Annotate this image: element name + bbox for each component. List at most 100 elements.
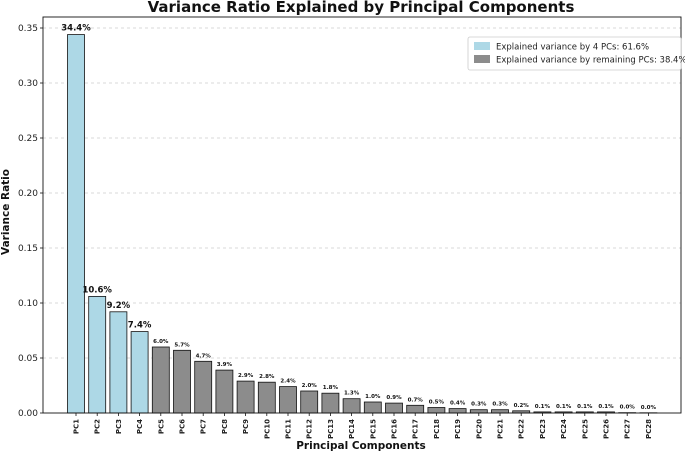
legend: Explained variance by 4 PCs: 61.6% Expla… <box>467 36 685 71</box>
bar-label: 2.4% <box>280 379 296 385</box>
bar-pc11 <box>279 386 297 414</box>
legend-box <box>467 36 682 71</box>
bar-pc6 <box>173 349 191 414</box>
x-tick-label: PC27 <box>624 419 632 439</box>
x-tick-label: PC7 <box>200 419 208 434</box>
bar-label: 0.9% <box>386 395 402 401</box>
bar-pc15 <box>363 401 382 414</box>
legend-entry-remaining: Explained variance by remaining PCs: 38.… <box>496 56 685 66</box>
bar-label: 0.0% <box>620 405 636 411</box>
x-tick-label: PC21 <box>497 419 505 439</box>
x-tick-label: PC11 <box>285 419 293 439</box>
x-axis-ticks: PC1 PC2 PC3 PC4 PC5 PC6 PC7 PC8 PC9 PC10 PC11 PC12 P… <box>73 413 653 439</box>
bar-label: 0.3% <box>471 402 487 408</box>
y-tick-label: 0.20 <box>18 189 38 199</box>
bar-label: 3.9% <box>217 362 233 368</box>
bar-label: 0.4% <box>450 401 466 407</box>
legend-swatch-highlight <box>474 42 490 50</box>
grid-lines <box>43 27 681 359</box>
bar-label: 0.1% <box>556 404 572 410</box>
y-tick-label: 0.05 <box>18 354 38 364</box>
bar-label: 1.8% <box>323 385 339 391</box>
bars <box>67 34 658 414</box>
x-tick-label: PC24 <box>560 419 568 439</box>
bar-label: 0.2% <box>514 403 530 409</box>
x-tick-label: PC25 <box>581 419 589 439</box>
x-tick-label: PC14 <box>348 419 356 439</box>
y-tick-label: 0.35 <box>18 24 38 34</box>
x-tick-label: PC20 <box>475 419 483 439</box>
x-tick-label: PC12 <box>306 419 314 439</box>
bar-label: 0.0% <box>641 405 657 411</box>
bar-label: 4.7% <box>196 353 212 359</box>
bar-pc10 <box>257 381 276 414</box>
x-tick-label: PC3 <box>115 419 123 434</box>
bar-label: 2.8% <box>259 374 275 380</box>
bar-label: 0.7% <box>408 397 424 403</box>
bar-label: 9.2% <box>107 301 131 311</box>
bar-label: 6.0% <box>153 339 169 345</box>
x-tick-label: PC9 <box>242 419 250 434</box>
y-tick-label: 0.10 <box>18 299 38 309</box>
bar-pc12 <box>300 390 319 414</box>
bar-pc7 <box>194 360 213 414</box>
x-tick-label: PC15 <box>369 419 377 439</box>
bar-pc17 <box>406 404 425 414</box>
y-axis-ticks: 0.00 0.05 0.10 0.15 0.20 0.25 0.30 0.35 <box>18 24 43 419</box>
bar-label: 0.5% <box>429 400 445 406</box>
bar-pc1 <box>67 34 85 414</box>
chart-title: Variance Ratio Explained by Principal Co… <box>148 0 575 16</box>
bar-label: 0.1% <box>535 404 551 410</box>
bar-pc16 <box>385 402 403 414</box>
x-tick-label: PC28 <box>645 419 653 439</box>
bar-label: 1.0% <box>365 394 381 400</box>
bar-pc5 <box>151 346 170 414</box>
bar-label: 1.3% <box>344 391 360 397</box>
x-tick-label: PC10 <box>263 419 271 439</box>
x-tick-label: PC19 <box>454 419 462 439</box>
bar-label: 2.0% <box>302 383 318 389</box>
bar-label: 10.6% <box>82 285 112 295</box>
bar-label: 0.3% <box>492 402 508 408</box>
bar-pc9 <box>236 380 255 414</box>
x-tick-label: PC16 <box>391 419 399 439</box>
y-axis-title: Variance Ratio <box>0 169 12 255</box>
x-tick-label: PC2 <box>94 419 102 434</box>
plot-frame <box>42 16 682 414</box>
bar-label: 7.4% <box>128 321 152 331</box>
legend-entry-highlight: Explained variance by 4 PCs: 61.6% <box>496 43 649 53</box>
x-tick-label: PC22 <box>518 419 526 439</box>
bar-label: 0.1% <box>577 404 593 410</box>
x-tick-label: PC18 <box>433 419 441 439</box>
y-tick-label: 0.15 <box>18 244 38 254</box>
bar-pc2 <box>88 295 107 414</box>
bar-pc8 <box>215 369 234 414</box>
legend-swatch-remaining <box>474 55 490 63</box>
x-tick-label: PC5 <box>157 419 165 434</box>
bar-label: 2.9% <box>238 373 254 379</box>
x-tick-label: PC23 <box>539 419 547 439</box>
x-tick-label: PC26 <box>603 419 611 439</box>
bar-pc4 <box>130 331 149 414</box>
bar-label: 0.1% <box>598 404 614 410</box>
bar-pc18 <box>427 407 446 414</box>
bar-pc14 <box>342 398 361 414</box>
bar-pc21 <box>491 409 509 414</box>
bar-labels: 34.4% 10.6% 9.2% 7.4% 6.0% 5.7% 4.7% 3.9% 2.9% 2.… <box>61 24 656 411</box>
bar-pc3 <box>109 311 128 414</box>
y-tick-label: 0.30 <box>18 79 38 89</box>
bar-label: 5.7% <box>174 342 190 348</box>
bar-pc19 <box>448 408 467 414</box>
y-tick-label: 0.25 <box>18 134 38 144</box>
x-tick-label: PC1 <box>73 419 81 434</box>
x-tick-label: PC6 <box>179 419 187 434</box>
bar-pc13 <box>321 392 340 414</box>
x-tick-label: PC17 <box>412 419 420 439</box>
bar-pc20 <box>469 409 488 414</box>
bar-label: 34.4% <box>61 24 91 34</box>
x-tick-label: PC4 <box>136 419 144 434</box>
x-axis-title: Principal Components <box>296 440 426 451</box>
x-tick-label: PC8 <box>221 419 229 434</box>
y-tick-label: 0.00 <box>18 409 38 419</box>
